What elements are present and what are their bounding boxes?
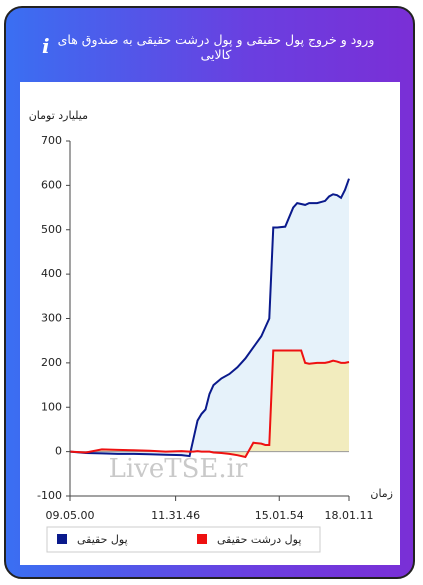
chart-title: ورود و خروج پول حقیقی و پول درشت حقیقی ب… — [57, 32, 375, 62]
y-tick-label: 600 — [41, 178, 62, 191]
y-tick-label: 300 — [41, 312, 62, 325]
legend-swatch — [57, 534, 67, 544]
y-axis-label: میلیارد تومان — [29, 109, 88, 122]
legend-label: پول حقیقی — [77, 533, 128, 546]
area — [70, 350, 349, 457]
legend-swatch — [197, 534, 207, 544]
x-tick-label: 15.01.54 — [255, 509, 304, 522]
info-icon[interactable]: i — [42, 34, 50, 58]
chart: میلیارد تومان زمان LiveTSE.ir -100 0 100 20… — [20, 82, 400, 565]
y-tick-label: -100 — [37, 489, 62, 502]
y-tick-label: 700 — [41, 134, 62, 147]
y-tick-label: 100 — [41, 400, 62, 413]
watermark: LiveTSE.ir — [109, 454, 248, 484]
y-tick-label: 400 — [41, 267, 62, 280]
y-tick-label: 500 — [41, 223, 62, 236]
x-tick-label: 18.01.11 — [325, 509, 374, 522]
legend-box — [46, 526, 321, 553]
y-tick-label: 0 — [55, 445, 62, 458]
x-tick-label: 09.05.00 — [46, 509, 95, 522]
x-axis-label: زمان — [370, 487, 393, 500]
x-tick-label: 11.31.46 — [151, 509, 200, 522]
y-tick-label: 200 — [41, 356, 62, 369]
series-line — [69, 349, 350, 459]
legend-label: پول درشت حقیقی — [217, 533, 301, 546]
series-line — [69, 178, 350, 458]
